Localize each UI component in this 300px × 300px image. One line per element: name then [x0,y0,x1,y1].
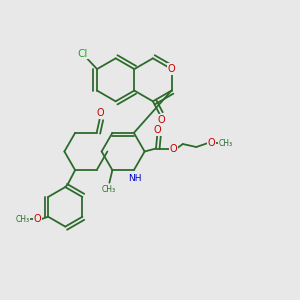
Text: NH: NH [129,174,142,183]
Text: O: O [96,109,104,118]
Text: O: O [168,64,175,74]
Text: CH₃: CH₃ [101,185,116,194]
Text: O: O [33,214,41,224]
Text: O: O [157,115,165,125]
Text: O: O [207,138,215,148]
Text: CH₃: CH₃ [219,139,233,148]
Text: O: O [154,125,162,135]
Text: Cl: Cl [78,49,88,58]
Text: CH₃: CH₃ [16,214,30,224]
Text: O: O [169,143,177,154]
